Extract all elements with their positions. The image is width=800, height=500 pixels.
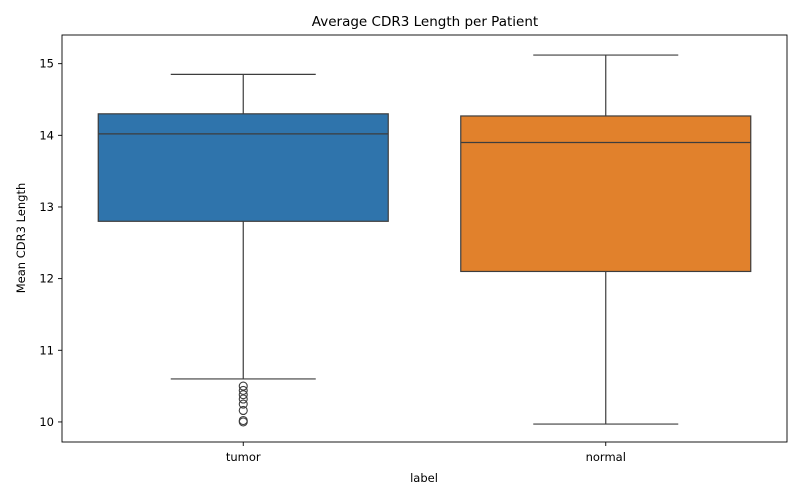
x-tick-label: tumor <box>226 450 261 464</box>
outlier-point <box>238 385 248 395</box>
y-tick-label: 14 <box>39 128 54 142</box>
y-axis-label: Mean CDR3 Length <box>14 183 28 294</box>
box-normal <box>460 54 752 425</box>
y-axis: 10 11 12 13 14 15 <box>39 57 62 429</box>
outlier-point <box>238 390 248 400</box>
x-axis: tumor normal <box>226 442 626 464</box>
outlier-point <box>238 399 248 409</box>
y-tick-label: 13 <box>39 200 54 214</box>
box-tumor <box>97 73 389 427</box>
outlier-point <box>238 381 248 391</box>
y-tick-label: 11 <box>39 343 54 357</box>
y-tick-label: 12 <box>39 272 54 286</box>
plot-area <box>97 54 752 427</box>
chart-title: Average CDR3 Length per Patient <box>312 14 538 30</box>
x-tick-label: normal <box>586 450 626 464</box>
plot-frame <box>61 34 788 443</box>
box-iqr <box>97 113 389 222</box>
y-tick-label: 10 <box>39 415 54 429</box>
outlier-point <box>238 417 248 427</box>
outlier-point <box>238 394 248 404</box>
box-iqr <box>460 115 752 273</box>
y-tick-label: 15 <box>39 57 54 71</box>
outlier-point <box>238 405 248 416</box>
x-axis-label: label <box>410 471 438 485</box>
